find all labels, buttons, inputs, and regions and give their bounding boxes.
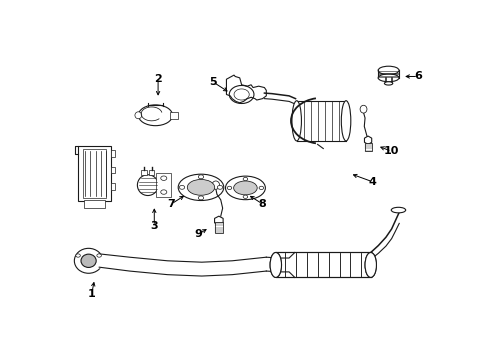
Bar [111,183,115,190]
Ellipse shape [270,252,282,278]
Bar [149,170,154,175]
Ellipse shape [81,254,96,267]
Ellipse shape [391,207,406,213]
Ellipse shape [270,252,282,278]
Bar [293,100,350,141]
Ellipse shape [138,105,172,126]
Text: 3: 3 [150,221,158,231]
Ellipse shape [342,101,351,141]
Circle shape [243,177,248,181]
Circle shape [218,185,222,189]
Polygon shape [365,136,372,144]
Ellipse shape [178,174,224,201]
Ellipse shape [137,175,158,195]
Ellipse shape [225,176,266,200]
Circle shape [198,175,204,179]
Bar [142,170,147,175]
Circle shape [179,185,185,189]
Ellipse shape [135,112,142,119]
Text: 7: 7 [168,199,175,209]
Ellipse shape [385,82,393,85]
Text: 9: 9 [194,229,202,239]
Circle shape [198,196,204,200]
Circle shape [161,176,167,180]
Circle shape [259,186,264,190]
Ellipse shape [360,105,367,113]
Bar [84,201,105,208]
Text: 1: 1 [88,289,96,299]
Ellipse shape [212,181,220,189]
Text: 2: 2 [154,74,162,84]
Circle shape [243,195,248,198]
Text: 8: 8 [259,199,267,209]
Bar [83,149,106,198]
Ellipse shape [234,181,257,195]
Bar [365,143,371,151]
Ellipse shape [365,252,376,278]
Ellipse shape [292,101,301,141]
Bar [111,167,115,174]
Circle shape [97,254,101,257]
Polygon shape [226,75,267,103]
Ellipse shape [378,66,399,75]
Text: 10: 10 [384,146,399,156]
Circle shape [161,190,167,194]
Ellipse shape [365,252,376,278]
Ellipse shape [378,74,399,82]
Bar [78,146,111,201]
Ellipse shape [187,179,215,195]
Text: 6: 6 [414,72,422,81]
Text: 5: 5 [209,77,217,87]
Text: 4: 4 [368,177,377,187]
Bar [170,112,178,118]
Bar [156,173,171,197]
Ellipse shape [74,248,103,273]
Circle shape [227,186,232,190]
Bar [111,150,115,157]
Circle shape [76,254,80,257]
Bar [215,222,222,233]
Polygon shape [215,216,223,225]
